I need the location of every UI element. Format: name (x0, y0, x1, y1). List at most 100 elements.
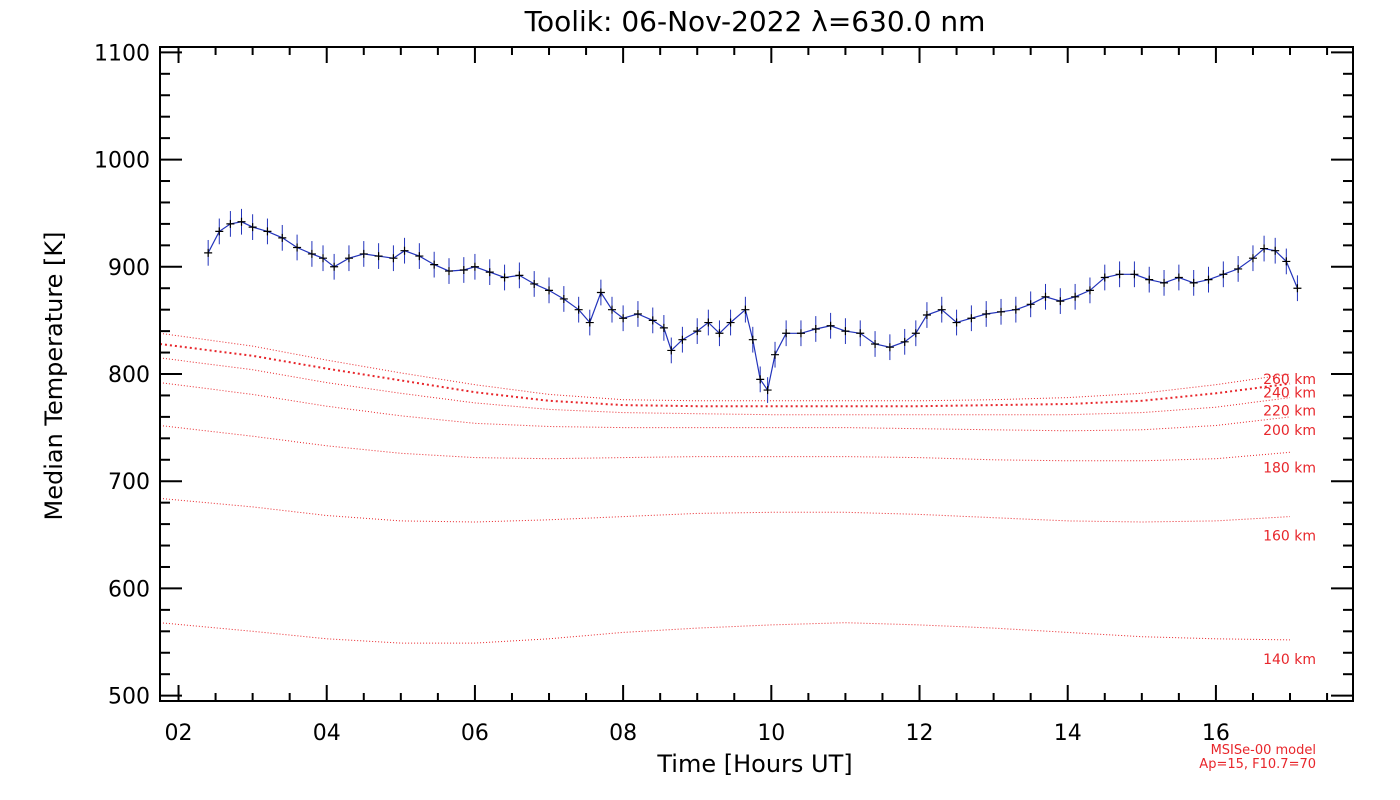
y-tick-label: 500 (108, 685, 150, 710)
observed-point (997, 307, 1006, 316)
y-tick-label: 1000 (94, 149, 150, 174)
observed-point (1115, 270, 1124, 279)
observed-point (763, 386, 772, 395)
y-tick-label: 600 (108, 577, 150, 602)
observed-point (344, 254, 353, 263)
observed-point (204, 248, 213, 257)
observed-point (430, 260, 439, 269)
observed-point (307, 249, 316, 258)
observed-point (596, 288, 605, 297)
observed-point (1260, 244, 1269, 253)
observed-point (1189, 278, 1198, 287)
observed-point (900, 337, 909, 346)
y-tick-label: 700 (108, 470, 150, 495)
observed-point (1130, 270, 1139, 279)
observed-point (922, 311, 931, 320)
model-line-260-km (159, 332, 1291, 402)
observed-point (515, 271, 524, 280)
observed-point (982, 309, 991, 318)
x-tick-label: 12 (906, 721, 934, 746)
x-tick-label: 08 (609, 721, 637, 746)
observed-point (667, 346, 676, 355)
observed-point (619, 314, 628, 323)
observed-point (1234, 264, 1243, 273)
observed-point (485, 268, 494, 277)
x-tick-label: 04 (313, 721, 341, 746)
model-line-label: 180 km (1263, 460, 1316, 476)
observed-point (1293, 284, 1302, 293)
observed-point (400, 246, 409, 255)
y-tick-label: 900 (108, 256, 150, 281)
observed-point (726, 318, 735, 327)
observed-point (545, 286, 554, 295)
observed-point (1174, 273, 1183, 282)
observed-point (1160, 278, 1169, 287)
y-axis-label: Median Temperature [K] (40, 231, 68, 520)
x-tick-label: 06 (461, 721, 489, 746)
observed-temperature-line (207, 221, 1298, 392)
model-line-label: 240 km (1263, 386, 1316, 402)
observed-point (1071, 292, 1080, 301)
model-line-140-km (159, 622, 1291, 644)
observed-point (1282, 257, 1291, 266)
observed-point (1026, 300, 1035, 309)
observed-point (1041, 292, 1050, 301)
observed-point (693, 327, 702, 336)
observed-point (1204, 275, 1213, 284)
model-line-label: 160 km (1263, 529, 1316, 545)
observed-point (796, 329, 805, 338)
model-line-label: 220 km (1263, 404, 1316, 420)
observed-point (871, 339, 880, 348)
observed-markers (204, 217, 1302, 395)
observed-point (1100, 273, 1109, 282)
observed-point (952, 318, 961, 327)
observed-point (559, 294, 568, 303)
observed-point (967, 314, 976, 323)
observed-point (741, 305, 750, 314)
y-axis: 500 600 700 800 900 1000 1100 (94, 41, 1353, 710)
observed-point (748, 335, 757, 344)
observed-point (1248, 254, 1257, 263)
observed-point (500, 273, 509, 282)
observed-point (841, 327, 850, 336)
observed-point (704, 318, 713, 327)
observed-point (237, 217, 246, 226)
observed-error-bars (207, 208, 1298, 403)
x-tick-label: 14 (1054, 721, 1082, 746)
observed-point (659, 323, 668, 332)
observed-point (756, 375, 765, 384)
observed-point (530, 279, 539, 288)
observed-point (648, 316, 657, 325)
observed-point (608, 305, 617, 314)
x-tick-label: 16 (1202, 721, 1230, 746)
observed-point (359, 249, 368, 258)
observed-point (856, 329, 865, 338)
observed-point (319, 254, 328, 263)
observed-point (782, 329, 791, 338)
observed-point (374, 252, 383, 261)
x-tick-label: 02 (165, 721, 193, 746)
observed-point (911, 329, 920, 338)
observed-point (330, 262, 339, 271)
observed-point (885, 343, 894, 352)
plot-frame (159, 46, 1354, 702)
observed-point (415, 252, 424, 261)
observed-point (1085, 286, 1094, 295)
model-name-label: MSISe-00 model (1211, 743, 1316, 758)
observed-series-group (207, 221, 1298, 392)
observed-point (263, 227, 272, 236)
observed-point (937, 305, 946, 314)
chart-title: Toolik: 06-Nov-2022 λ=630.0 nm (524, 5, 986, 38)
observed-point (585, 318, 594, 327)
observed-point (226, 219, 235, 228)
x-axis: 02 04 06 08 10 12 14 16 (165, 47, 1329, 746)
model-line-180-km (159, 425, 1291, 462)
model-label-group: 140 km 160 km 180 km 200 km 220 km 240 km260 … (1263, 372, 1316, 668)
y-tick-label: 800 (108, 363, 150, 388)
observed-point (826, 321, 835, 330)
model-line-160-km (159, 497, 1291, 523)
observed-point (470, 262, 479, 271)
x-tick-label: 10 (757, 721, 785, 746)
model-series-group (159, 332, 1291, 644)
